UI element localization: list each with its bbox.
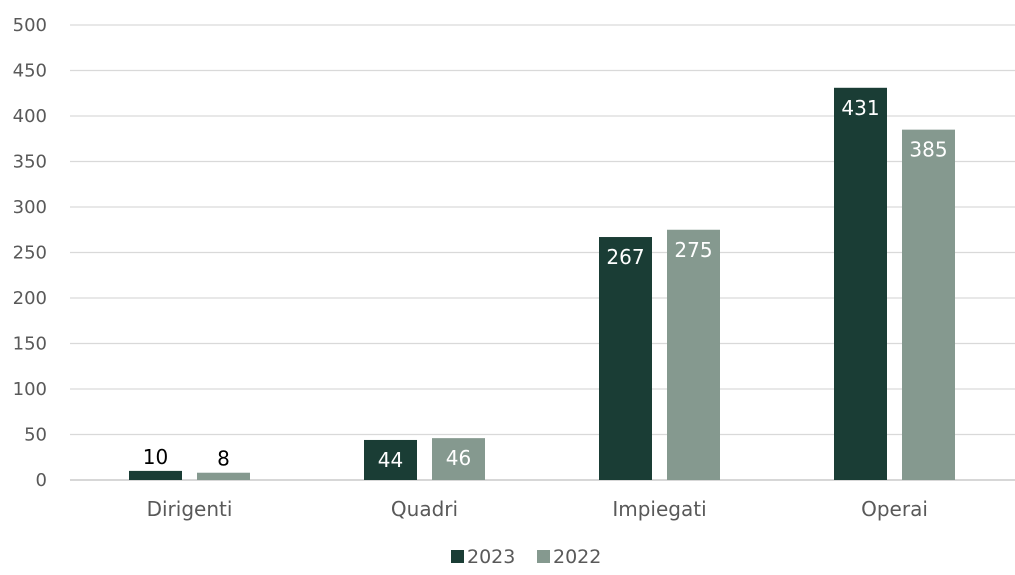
bar-2022-operai [902,129,955,480]
bar-2023-quadri [364,439,417,480]
y-tick-label: 50 [24,425,47,446]
legend: 2023 2022 [451,546,601,568]
y-tick-label: 400 [13,106,47,127]
data-label: 10 [143,445,168,469]
bar-2023-impiegati [599,237,652,480]
legend-label: 2023 [467,546,515,568]
legend-label: 2022 [553,546,601,568]
y-tick-label: 350 [13,152,47,173]
y-tick-label: 0 [36,470,47,491]
bar-2023-dirigenti [129,470,182,480]
x-axis-categories: Dirigenti Quadri Impiegati Operai [147,497,928,521]
y-tick-label: 200 [13,288,47,309]
bar-2023-operai [834,87,887,480]
y-tick-label: 150 [13,334,47,355]
category-label: Impiegati [612,497,706,521]
data-label: 44 [378,448,403,472]
data-label: 267 [606,245,644,269]
grid-layer [70,24,1015,481]
bars [129,87,955,480]
y-axis-ticks: 0 50 100 150 200 250 300 350 400 450 500 [13,15,47,491]
y-tick-label: 300 [13,197,47,218]
legend-swatch [451,550,464,563]
y-tick-label: 100 [13,379,47,400]
legend-swatch [537,550,550,563]
data-label: 46 [446,446,471,470]
data-label: 275 [674,238,712,262]
category-label: Operai [861,497,928,521]
data-label: 385 [909,138,947,162]
y-tick-label: 450 [13,61,47,82]
bar-2022-impiegati [667,229,720,480]
category-label: Dirigenti [147,497,233,521]
data-labels: 10 8 44 46 267 275 431 385 [143,96,948,472]
data-label: 431 [841,96,879,120]
y-tick-label: 500 [13,15,47,36]
y-tick-label: 250 [13,243,47,264]
bar-2022-dirigenti [197,472,250,480]
data-label: 8 [217,447,230,471]
category-label: Quadri [391,497,458,521]
bar-2022-quadri [432,438,485,480]
